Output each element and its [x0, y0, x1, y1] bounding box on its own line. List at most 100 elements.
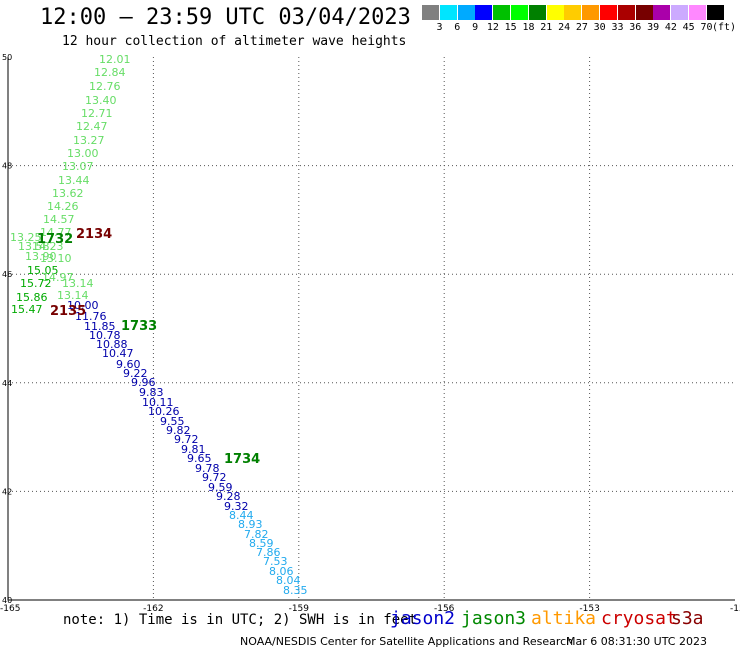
longitude-label: -162	[143, 604, 163, 614]
latitude-label: 44	[2, 379, 12, 388]
wave-height-label: 9.83	[139, 386, 164, 399]
wave-height-label: 14.23	[32, 240, 64, 253]
wave-height-label: 7.86	[256, 546, 281, 559]
wave-height-label: 10.88	[96, 338, 128, 351]
scale-label: 45	[682, 22, 695, 33]
wave-height-label: 15.72	[20, 277, 52, 290]
wave-height-label: 14.97	[42, 271, 74, 284]
wave-height-label: 12.47	[76, 120, 108, 133]
scale-swatch	[475, 5, 493, 20]
wave-height-label: 9.60	[116, 358, 141, 371]
generated-timestamp: Mar 6 08:31:30 UTC 2023	[566, 635, 707, 648]
satellite-jason2: jason2	[390, 608, 456, 629]
scale-label: 9	[472, 22, 479, 33]
scale-swatch	[511, 5, 528, 20]
wave-height-values: 12.0112.8412.7613.4012.7112.4713.2713.00…	[10, 53, 308, 597]
wave-height-label: 13.27	[73, 134, 105, 147]
scale-label: 15	[504, 22, 517, 33]
scale-swatch	[671, 5, 689, 20]
scale-label: 21	[540, 22, 553, 33]
scale-label: 33	[611, 22, 624, 33]
latitude-label: 46	[2, 270, 12, 279]
scale-swatch	[689, 5, 706, 20]
scale-label: 3	[436, 22, 443, 33]
wave-height-label: 15.05	[27, 264, 59, 277]
wave-height-label: 9.65	[187, 452, 212, 465]
wave-height-label: 15.86	[16, 291, 48, 304]
wave-height-label: 11.85	[84, 320, 116, 333]
wave-height-label: 8.93	[238, 518, 263, 531]
wave-height-label: 10.78	[89, 329, 121, 342]
wave-height-label: 10.00	[67, 299, 99, 312]
scale-swatch	[600, 5, 617, 20]
wave-height-label: 13.40	[85, 94, 117, 107]
scale-swatch	[546, 5, 564, 20]
wave-height-label: 7.53	[263, 555, 288, 568]
scale-label: 18	[522, 22, 535, 33]
satellite-jason3: jason3	[461, 608, 527, 629]
latitude-label: 40	[2, 596, 12, 605]
scale-swatch	[422, 5, 439, 20]
wave-height-label: 14.77	[40, 226, 72, 239]
wave-height-label: 12.76	[89, 80, 121, 93]
latitude-label: 42	[2, 487, 12, 496]
pass-time-label: 1734	[224, 452, 260, 467]
wave-height-label: 9.22	[123, 367, 148, 380]
wave-height-label: 13.58	[18, 240, 50, 253]
wave-height-label: 9.81	[181, 443, 206, 456]
lat-lon-grid	[7, 57, 735, 601]
pass-time-label: 1733	[121, 319, 157, 334]
wave-height-label: 8.59	[249, 537, 274, 550]
credit-text: NOAA/NESDIS Center for Satellite Applica…	[240, 635, 574, 648]
pass-time-label: 2135	[50, 304, 86, 319]
wave-height-label: 8.44	[229, 509, 254, 522]
scale-swatch	[617, 5, 635, 20]
wave-height-label: 11.76	[75, 310, 107, 323]
scale-label: 6	[454, 22, 461, 33]
wave-height-label: 13.07	[62, 160, 94, 173]
longitude-label: -165	[0, 604, 20, 614]
wave-height-label: 14.57	[43, 213, 75, 226]
wave-height-label: 9.96	[131, 376, 156, 389]
scale-swatch	[439, 5, 457, 20]
scale-label: 36	[629, 22, 642, 33]
map-title: 12:00 – 23:59 UTC 03/04/2023	[40, 5, 411, 30]
wave-height-label: 13.00	[67, 147, 99, 160]
scale-label: 42	[664, 22, 677, 33]
scale-swatch	[493, 5, 511, 20]
pass-time-label: 2134	[76, 227, 112, 242]
wave-height-label: 13.90	[25, 250, 57, 263]
wave-height-label: 8.04	[276, 574, 301, 587]
scale-units: (ft)	[712, 22, 737, 33]
satellite-cryosat: cryosat	[601, 608, 677, 629]
longitude-label: -159	[289, 604, 310, 614]
wave-height-label: 15.47	[11, 303, 43, 316]
wave-height-label: 14.26	[47, 200, 79, 213]
scale-swatch	[635, 5, 653, 20]
map-subtitle: 12 hour collection of altimeter wave hei…	[62, 34, 407, 49]
scale-label: 39	[647, 22, 660, 33]
scale-swatch	[528, 5, 546, 20]
latitude-labels: 50 48 46 44 42 40	[2, 53, 12, 605]
scale-label: 30	[593, 22, 606, 33]
wave-height-label: 13.62	[52, 187, 84, 200]
scale-label: 70	[700, 22, 713, 33]
scale-swatch	[457, 5, 475, 20]
longitude-labels: -165 -162 -159 -156 -153 -150	[0, 604, 740, 614]
longitude-label: -156	[434, 604, 455, 614]
pass-time-labels: 1732 2134 2135 1733 1734	[37, 227, 260, 467]
latitude-label: 48	[2, 162, 12, 171]
wave-height-label: 9.78	[195, 462, 220, 475]
wave-height-label: 9.72	[202, 471, 227, 484]
wave-height-label: 13.10	[40, 252, 72, 265]
wave-height-label: 9.55	[160, 415, 185, 428]
scale-swatch	[582, 5, 600, 20]
wave-height-label: 13.44	[58, 174, 90, 187]
footnote: note: 1) Time is in UTC; 2) SWH is in fe…	[63, 612, 418, 628]
credit-line: NOAA/NESDIS Center for Satellite Applica…	[240, 635, 707, 648]
wave-height-label: 9.72	[174, 433, 199, 446]
wave-height-label: 13.14	[62, 277, 94, 290]
scale-label: 24	[558, 22, 571, 33]
wave-height-label: 9.32	[224, 500, 249, 513]
